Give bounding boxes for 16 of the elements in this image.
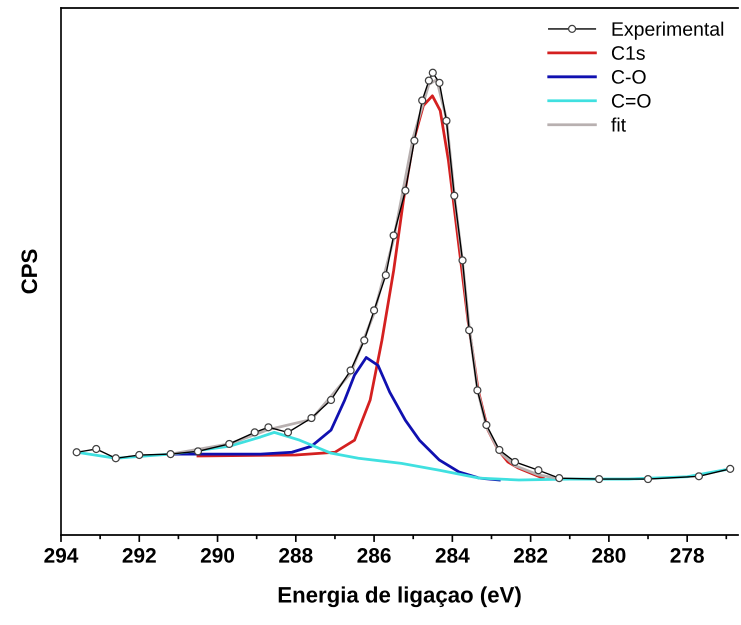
y-axis-title: CPS	[21, 250, 38, 294]
x-tick-label: 284	[436, 548, 470, 563]
legend-label: C=O	[612, 94, 651, 108]
x-tick-label: 292	[122, 548, 156, 563]
x-tick-label: 288	[279, 548, 313, 563]
legend-label: C1s	[612, 46, 645, 60]
legend-label: Experimental	[612, 22, 724, 40]
x-tick-label: 294	[44, 548, 78, 563]
x-tick-label: 278	[670, 548, 704, 563]
x-tick-label: 282	[514, 548, 548, 563]
x-axis-title: Energia de ligaçao (eV)	[278, 586, 521, 608]
legend-label: C-O	[612, 70, 646, 84]
x-tick-label: 286	[357, 548, 391, 563]
x-tick-label: 290	[200, 548, 234, 563]
legend-label: fit	[611, 117, 626, 132]
x-tick-label: 280	[592, 548, 626, 563]
